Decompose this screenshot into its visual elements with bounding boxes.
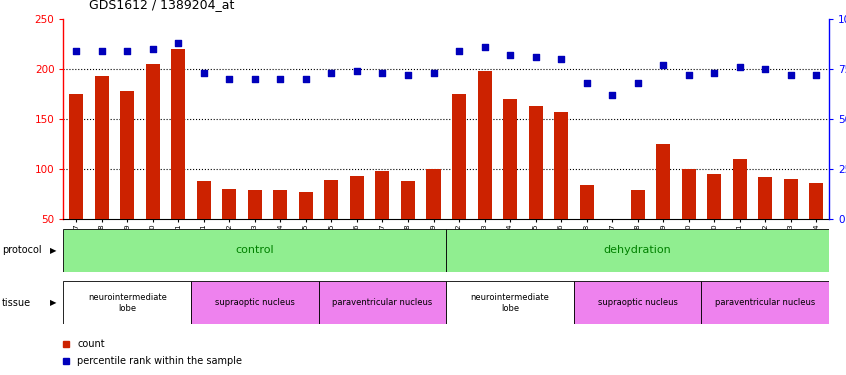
- Bar: [95, 76, 109, 270]
- Bar: [656, 144, 670, 270]
- Point: [503, 52, 517, 58]
- Text: dehydration: dehydration: [604, 245, 672, 255]
- Point: [784, 72, 798, 78]
- Point: [554, 56, 568, 62]
- Bar: [554, 112, 569, 270]
- Bar: [63, 281, 191, 324]
- Bar: [171, 49, 185, 270]
- Text: supraoptic nucleus: supraoptic nucleus: [598, 298, 678, 307]
- Bar: [503, 99, 517, 270]
- Point: [401, 72, 415, 78]
- Point: [631, 80, 645, 86]
- Bar: [197, 181, 211, 270]
- Text: paraventricular nucleus: paraventricular nucleus: [332, 298, 432, 307]
- Text: ▶: ▶: [50, 298, 57, 307]
- Bar: [273, 190, 288, 270]
- Bar: [707, 174, 722, 270]
- Bar: [477, 71, 492, 270]
- Bar: [299, 192, 313, 270]
- Point: [95, 48, 108, 54]
- Bar: [810, 183, 823, 270]
- Text: ▶: ▶: [50, 246, 57, 255]
- Bar: [146, 64, 160, 270]
- Bar: [376, 171, 389, 270]
- Point: [426, 70, 440, 76]
- Bar: [222, 189, 236, 270]
- Bar: [733, 159, 747, 270]
- Point: [478, 44, 492, 50]
- Point: [453, 48, 466, 54]
- Point: [656, 62, 670, 68]
- Point: [299, 76, 313, 82]
- Point: [682, 72, 695, 78]
- Bar: [401, 181, 415, 270]
- Bar: [63, 229, 446, 272]
- Point: [146, 46, 160, 52]
- Bar: [446, 229, 829, 272]
- Point: [580, 80, 593, 86]
- Bar: [69, 94, 83, 270]
- Bar: [630, 190, 645, 270]
- Point: [120, 48, 134, 54]
- Bar: [319, 281, 447, 324]
- Point: [197, 70, 211, 76]
- Text: percentile rank within the sample: percentile rank within the sample: [77, 356, 242, 366]
- Bar: [682, 169, 695, 270]
- Text: neurointermediate
lobe: neurointermediate lobe: [88, 293, 167, 312]
- Point: [810, 72, 823, 78]
- Bar: [452, 94, 466, 270]
- Bar: [605, 219, 619, 270]
- Point: [273, 76, 287, 82]
- Bar: [191, 281, 319, 324]
- Text: supraoptic nucleus: supraoptic nucleus: [215, 298, 294, 307]
- Point: [325, 70, 338, 76]
- Bar: [574, 281, 701, 324]
- Bar: [701, 281, 829, 324]
- Bar: [783, 179, 798, 270]
- Bar: [446, 281, 574, 324]
- Point: [172, 40, 185, 46]
- Text: tissue: tissue: [2, 298, 30, 308]
- Point: [69, 48, 83, 54]
- Point: [606, 92, 619, 98]
- Point: [733, 64, 746, 70]
- Point: [759, 66, 772, 72]
- Text: paraventricular nucleus: paraventricular nucleus: [715, 298, 816, 307]
- Text: protocol: protocol: [2, 245, 41, 255]
- Text: count: count: [77, 339, 105, 349]
- Bar: [248, 190, 262, 270]
- Bar: [426, 169, 441, 270]
- Bar: [350, 176, 364, 270]
- Bar: [120, 91, 135, 270]
- Text: GDS1612 / 1389204_at: GDS1612 / 1389204_at: [89, 0, 234, 11]
- Point: [248, 76, 261, 82]
- Text: control: control: [235, 245, 274, 255]
- Bar: [324, 180, 338, 270]
- Bar: [580, 185, 594, 270]
- Point: [529, 54, 542, 60]
- Point: [222, 76, 236, 82]
- Bar: [529, 106, 542, 270]
- Point: [707, 70, 721, 76]
- Bar: [758, 177, 772, 270]
- Text: neurointermediate
lobe: neurointermediate lobe: [470, 293, 550, 312]
- Point: [376, 70, 389, 76]
- Point: [350, 68, 364, 74]
